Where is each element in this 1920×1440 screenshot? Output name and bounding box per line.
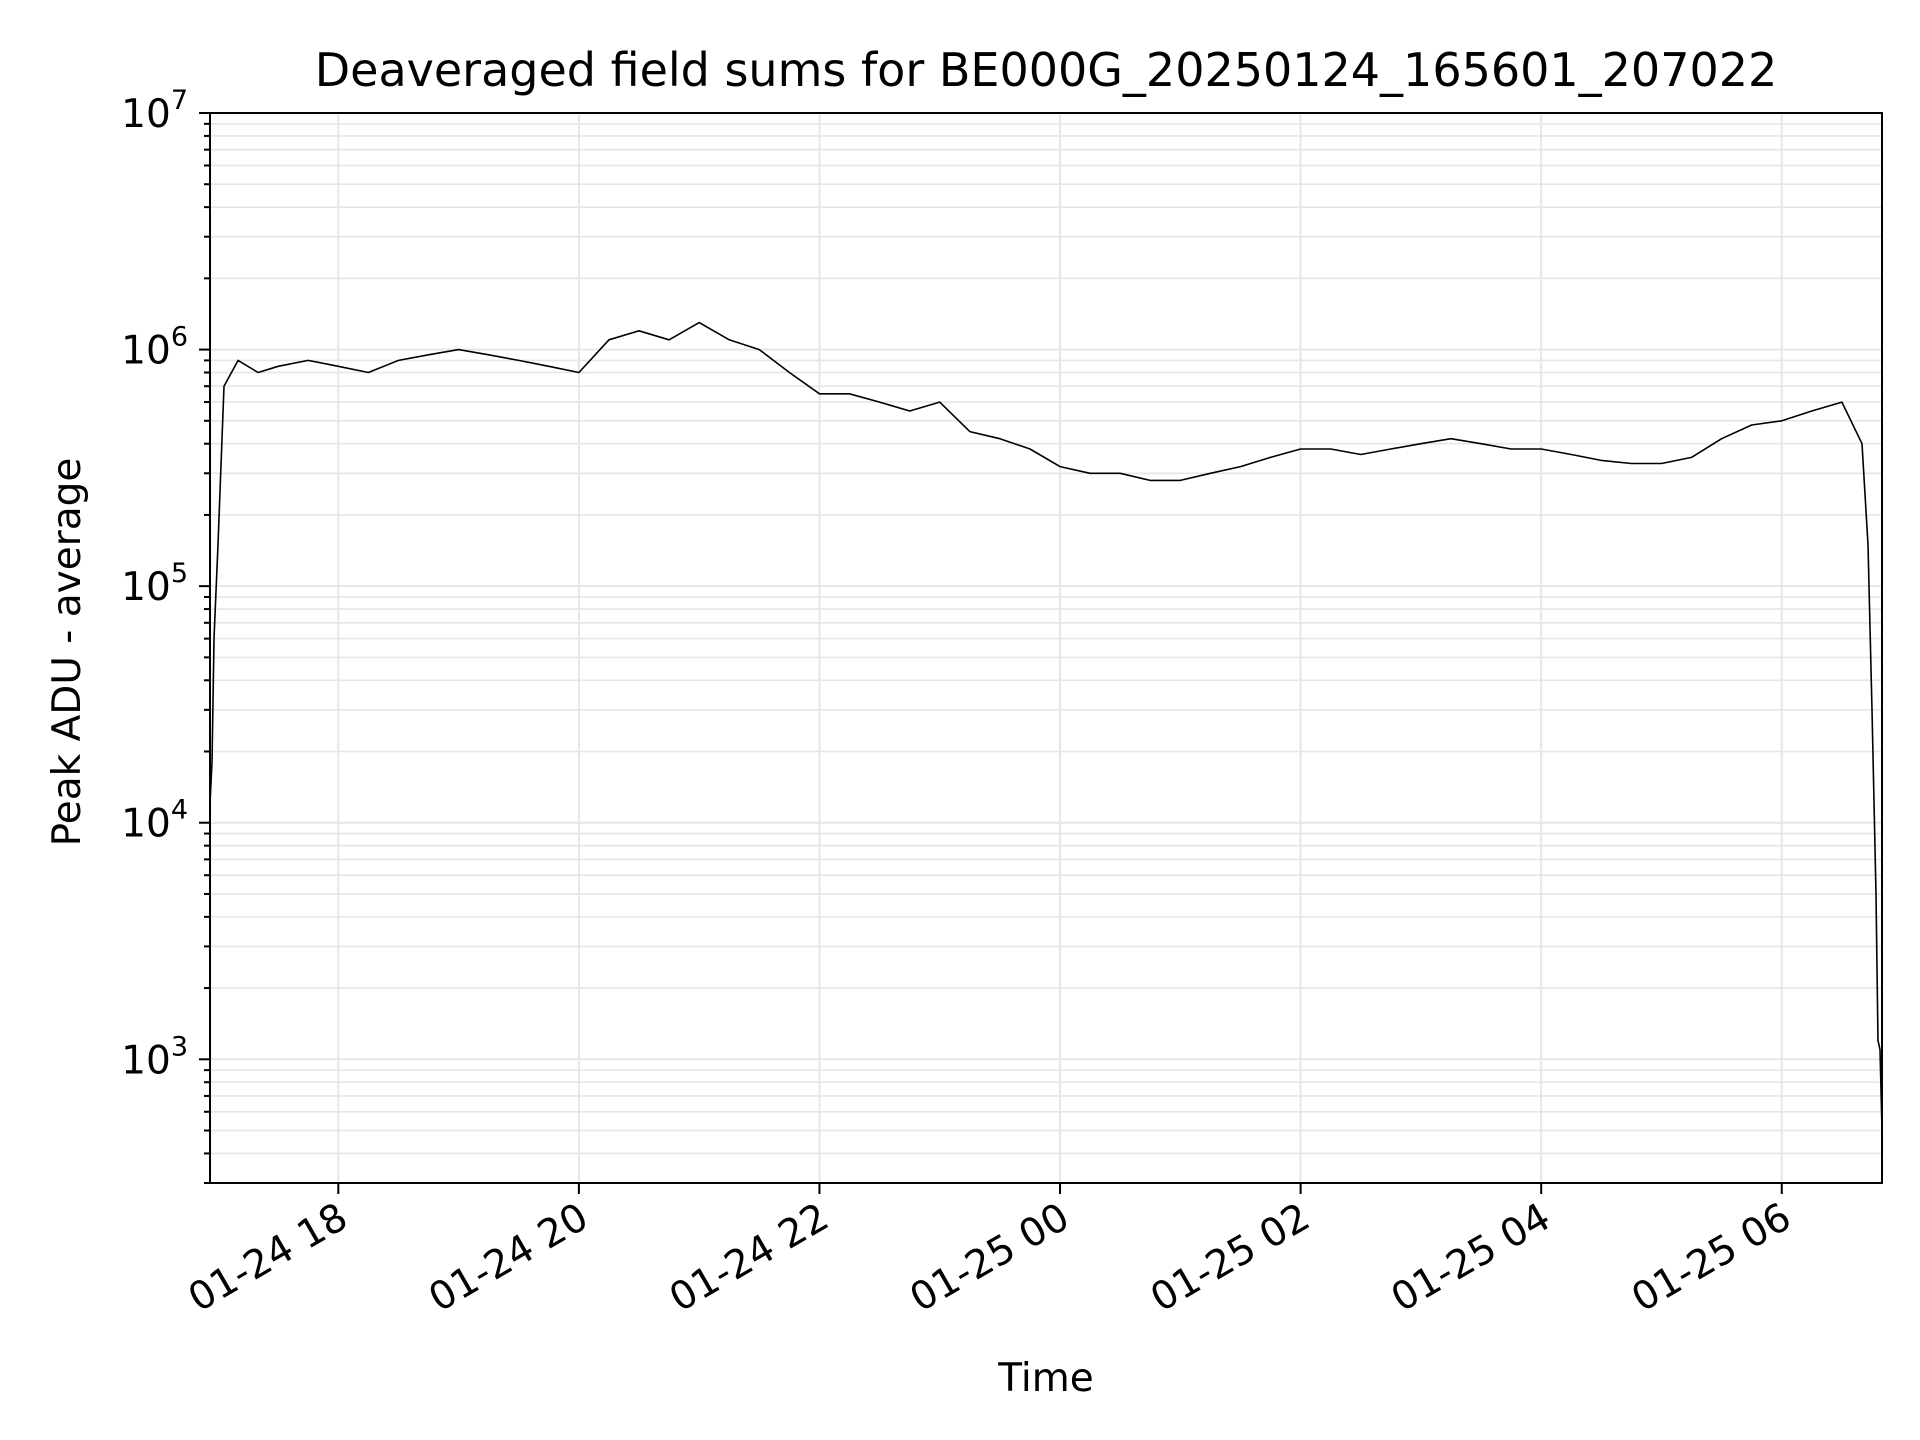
y-tick-exponent: 3 xyxy=(171,1031,188,1062)
y-tick-label: 107 xyxy=(121,85,188,137)
y-tick-label: 106 xyxy=(121,322,188,374)
y-tick-base: 10 xyxy=(121,329,171,374)
plot-frame xyxy=(209,112,1883,1184)
y-tick-label: 104 xyxy=(121,795,188,847)
y-tick-exponent: 5 xyxy=(171,558,188,589)
grid-lines xyxy=(210,112,1882,1184)
y-tick-base: 10 xyxy=(121,565,171,610)
series-line xyxy=(209,321,1883,1131)
y-tick-exponent: 6 xyxy=(171,322,188,353)
y-tick-base: 10 xyxy=(121,92,171,137)
y-tick-label: 105 xyxy=(121,558,188,610)
y-tick-base: 10 xyxy=(121,802,171,847)
series-layer xyxy=(209,321,1883,1131)
x-axis-label: Time xyxy=(997,1356,1093,1401)
y-tick-exponent: 7 xyxy=(171,85,188,116)
y-axis-label: Peak ADU - average xyxy=(45,458,90,847)
y-tick-exponent: 4 xyxy=(171,795,188,826)
y-tick-label: 103 xyxy=(121,1031,188,1083)
y-tick-base: 10 xyxy=(121,1038,171,1083)
chart-title: Deaveraged field sums for BE000G_2025012… xyxy=(315,43,1778,97)
